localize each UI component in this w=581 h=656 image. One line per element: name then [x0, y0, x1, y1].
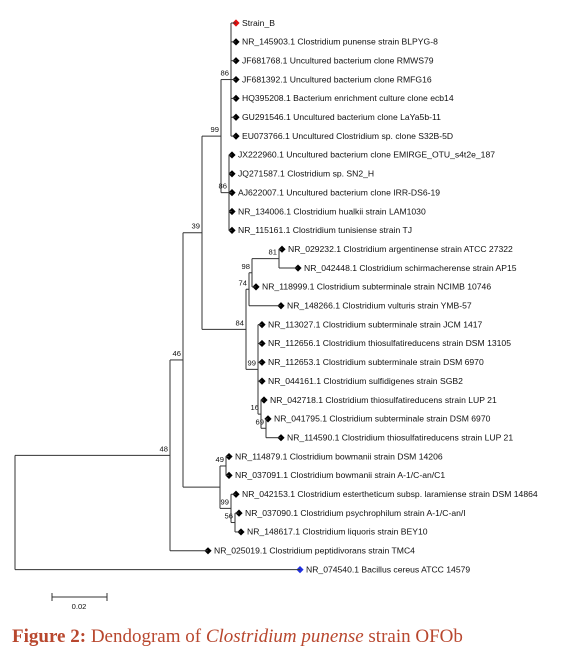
leaf-label: NR_148266.1 Clostridium vulturis strain … — [287, 301, 472, 311]
bootstrap-value: 81 — [269, 248, 277, 257]
leaf-label: HQ395208.1 Bacterium enrichment culture … — [242, 93, 454, 103]
caption-species: Clostridium punense — [205, 626, 364, 647]
bootstrap-value: 16 — [251, 403, 259, 412]
leaf-label: JX222960.1 Uncultured bacterium clone EM… — [238, 150, 495, 160]
bootstrap-value: 46 — [173, 349, 181, 358]
bootstrap-value: 99 — [221, 497, 229, 506]
bootstrap-value: 69 — [256, 417, 264, 426]
leaf-label: NR_037091.1 Clostridium bowmanii strain … — [235, 470, 445, 480]
leaf-label: NR_134006.1 Clostridium hualkii strain L… — [238, 206, 426, 216]
leaf-label: NR_041795.1 Clostridium subterminale str… — [274, 414, 491, 424]
leaf-label: NR_114590.1 Clostridium thiosulfatireduc… — [287, 432, 513, 442]
leaf-label: NR_112656.1 Clostridium thiosulfatireduc… — [268, 338, 511, 348]
bootstrap-value: 99 — [211, 125, 219, 134]
bootstrap-value: 56 — [225, 512, 233, 521]
caption-text: Dendogram of — [90, 626, 202, 647]
leaf-label: Strain_B — [242, 18, 275, 28]
bootstrap-value: 49 — [216, 455, 224, 464]
bootstrap-value: 98 — [242, 262, 250, 271]
bootstrap-value: 84 — [236, 318, 244, 327]
leaf-label: NR_112653.1 Clostridium subterminale str… — [268, 357, 484, 367]
leaf-label: NR_115161.1 Clostridium tunisiense strai… — [238, 225, 412, 235]
leaf-label: JF681768.1 Uncultured bacterium clone RM… — [242, 55, 434, 65]
caption-rest: strain OFOb — [368, 626, 463, 647]
bootstrap-value: 39 — [192, 222, 200, 231]
leaf-label: NR_029232.1 Clostridium argentinense str… — [288, 244, 513, 254]
bootstrap-value: 86 — [221, 69, 229, 78]
bootstrap-value: 99 — [248, 358, 256, 367]
leaf-label: JQ271587.1 Clostridium sp. SN2_H — [238, 169, 374, 179]
bootstrap-value: 74 — [239, 278, 247, 287]
leaf-label: EU073766.1 Uncultured Clostridium sp. cl… — [242, 131, 453, 141]
caption: Figure 2: Dendogram of Clostridium punen… — [12, 626, 463, 648]
bootstrap-value: 86 — [219, 182, 227, 191]
caption-label: Figure 2: — [12, 626, 87, 647]
scale-bar-label: 0.02 — [72, 602, 87, 611]
leaf-label: JF681392.1 Uncultured bacterium clone RM… — [242, 74, 432, 84]
leaf-label: NR_044161.1 Clostridium sulfidigenes str… — [268, 376, 463, 386]
leaf-label: NR_042153.1 Clostridium estertheticum su… — [242, 489, 538, 499]
tree-diagram: 0.02 Strain_B NR_145903.1 Clostridium pun… — [14, 18, 538, 611]
leaf-label: NR_118999.1 Clostridium subterminale str… — [262, 282, 491, 292]
leaf-label: NR_037090.1 Clostridium psychrophilum st… — [245, 508, 466, 518]
leaf-label: GU291546.1 Uncultured bacterium clone La… — [242, 112, 441, 122]
leaf-label: NR_145903.1 Clostridium punense strain B… — [242, 37, 438, 47]
leaf-label: NR_025019.1 Clostridium peptidivorans st… — [214, 546, 415, 556]
leaf-label: NR_042448.1 Clostridium schirmacherense … — [304, 263, 517, 273]
bootstrap-value: 48 — [160, 444, 168, 453]
leaf-label: NR_074540.1 Bacillus cereus ATCC 14579 — [306, 564, 470, 574]
leaf-label: NR_113027.1 Clostridium subterminale str… — [268, 319, 483, 329]
leaf-label: AJ622007.1 Uncultured bacterium clone IR… — [238, 187, 440, 197]
leaf-label: NR_148617.1 Clostridium liquoris strain … — [247, 527, 428, 537]
leaf-label: NR_114879.1 Clostridium bowmanii strain … — [235, 451, 443, 461]
leaf-label: NR_042718.1 Clostridium thiosulfatireduc… — [270, 395, 497, 405]
